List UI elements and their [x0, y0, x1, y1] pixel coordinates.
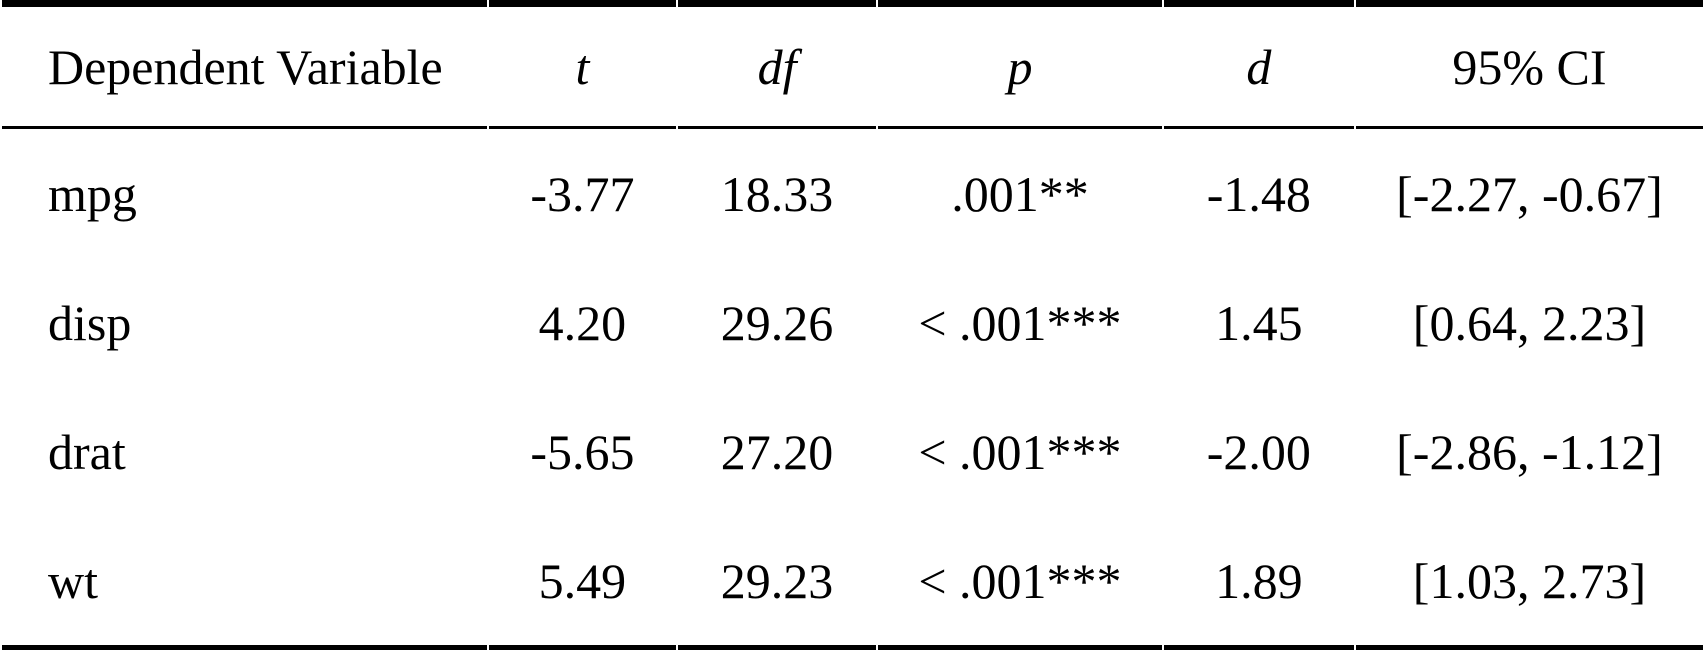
dv-cell: mpg — [48, 165, 137, 222]
d-cell: 1.45 — [1215, 294, 1303, 351]
table-row-drat: drat -5.65 27.20 < .001*** -2.00 [-2.86,… — [2, 387, 1703, 516]
ci-cell: [0.64, 2.23] — [1412, 294, 1647, 351]
d-cell: -2.00 — [1206, 423, 1311, 480]
d-cell: 1.89 — [1163, 516, 1354, 650]
df-cell: 29.23 — [677, 516, 877, 650]
t-cell: 5.49 — [488, 516, 676, 650]
header-p: p — [878, 0, 1162, 129]
header-df: df — [677, 0, 877, 129]
p-cell: < .001*** — [878, 516, 1162, 650]
p-cell: < .001*** — [918, 423, 1122, 480]
table-body: mpg -3.77 18.33 .001** -1.48 [-2.27, -0.… — [2, 129, 1703, 650]
ci-cell: [-2.27, -0.67] — [1396, 165, 1663, 222]
t-cell: -5.65 — [530, 423, 635, 480]
table-row-wt: wt 5.49 29.23 < .001*** 1.89 [1.03, 2.73… — [2, 516, 1703, 650]
table-row-disp: disp 4.20 29.26 < .001*** 1.45 [0.64, 2.… — [2, 258, 1703, 387]
table-row-mpg: mpg -3.77 18.33 .001** -1.48 [-2.27, -0.… — [2, 129, 1703, 258]
table-header: Dependent Variable t df p d 95% CI — [2, 0, 1703, 129]
header-dependent-variable: Dependent Variable — [2, 0, 487, 129]
df-cell: 27.20 — [720, 423, 834, 480]
p-cell: < .001*** — [918, 294, 1122, 351]
t-cell: -3.77 — [530, 165, 635, 222]
t-cell: 4.20 — [538, 294, 627, 351]
d-cell: -1.48 — [1206, 165, 1311, 222]
df-cell: 18.33 — [720, 165, 834, 222]
dv-cell: wt — [2, 516, 487, 650]
header-row: Dependent Variable t df p d 95% CI — [2, 0, 1703, 129]
header-d: d — [1163, 0, 1354, 129]
header-95-ci: 95% CI — [1355, 0, 1703, 129]
dv-cell: drat — [48, 423, 126, 480]
ci-cell: [1.03, 2.73] — [1355, 516, 1703, 650]
header-t: t — [488, 0, 676, 129]
p-cell: .001** — [951, 165, 1089, 222]
dv-cell: disp — [48, 294, 132, 351]
ci-cell: [-2.86, -1.12] — [1396, 423, 1663, 480]
df-cell: 29.26 — [720, 294, 834, 351]
